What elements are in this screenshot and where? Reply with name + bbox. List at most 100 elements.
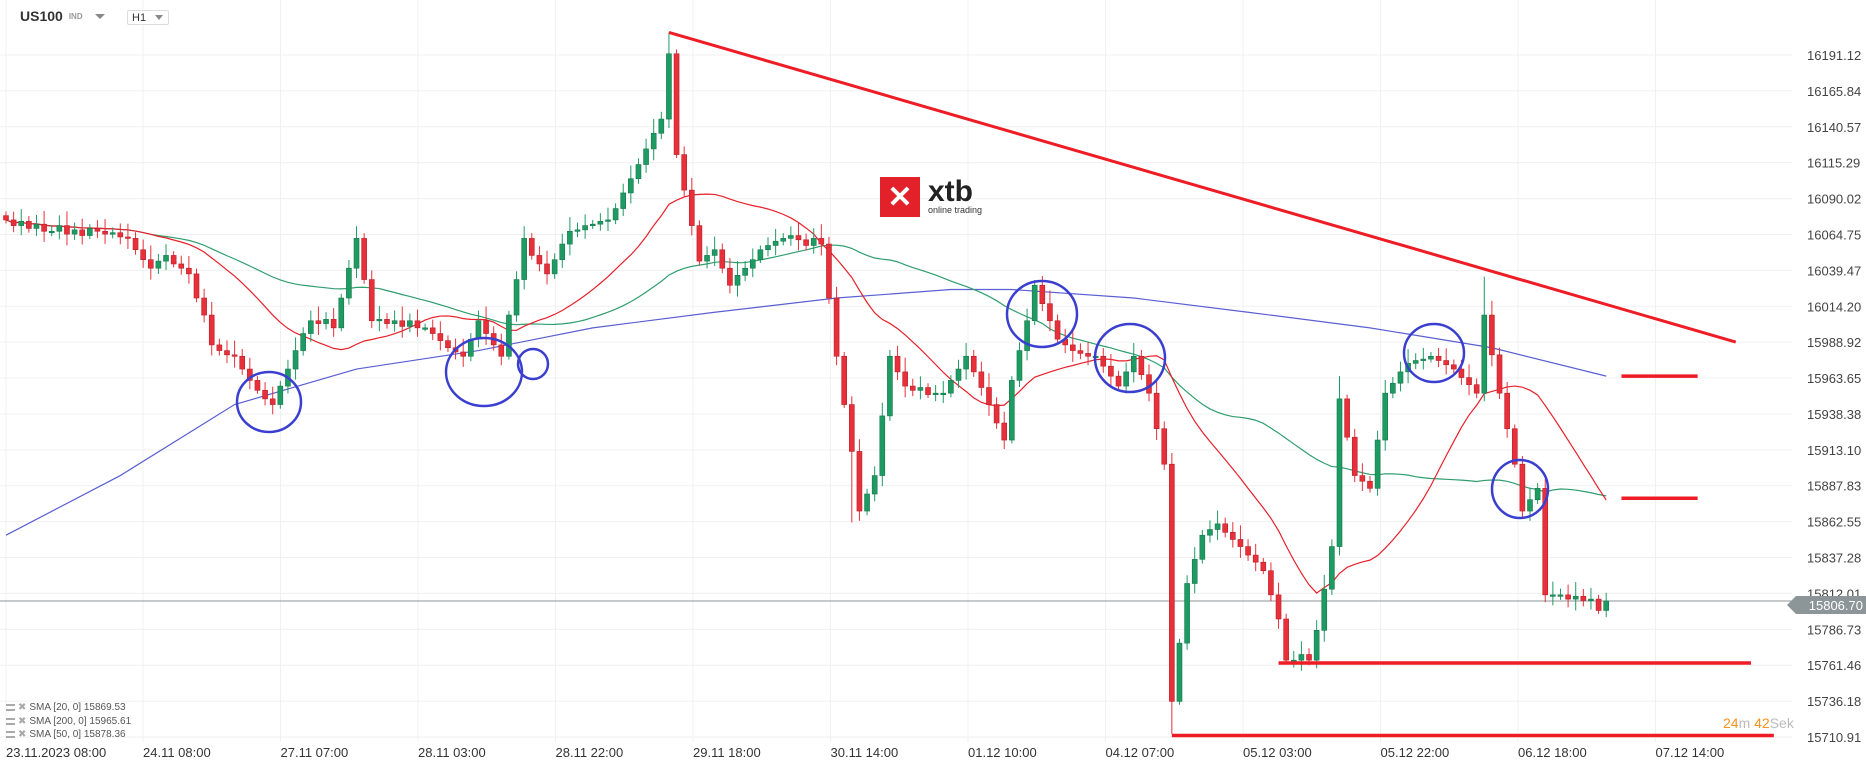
candle-body [1298, 654, 1305, 661]
candle [87, 224, 93, 239]
candle [163, 244, 169, 271]
candle-body [102, 230, 108, 235]
candle-body [757, 249, 764, 260]
drawings[interactable] [235, 31, 1774, 738]
candle-body [1199, 534, 1206, 560]
settings-icon[interactable] [6, 717, 15, 725]
candle-body [559, 243, 566, 260]
candle [1359, 463, 1366, 492]
candle [605, 207, 611, 232]
candle-body [277, 385, 284, 405]
candle-body [368, 279, 375, 322]
sma-20-line [5, 193, 1607, 594]
candle [1443, 348, 1449, 375]
candle [1595, 594, 1602, 614]
candle-body [269, 398, 276, 405]
chevron-down-icon[interactable] [94, 13, 105, 19]
candle-body [993, 404, 1000, 424]
candle [140, 239, 146, 268]
candle [513, 271, 520, 322]
candle [1199, 529, 1206, 564]
candle-body [765, 245, 771, 251]
candle-body [719, 249, 726, 269]
candle [1321, 574, 1328, 642]
candle [757, 245, 764, 264]
candle-body [856, 451, 863, 512]
candle-body [940, 392, 947, 395]
candle-body [498, 344, 505, 357]
time-axis[interactable]: 23.11.2023 08:00 24.11 08:00 27.11 07:00 28… [6, 745, 1724, 760]
close-icon[interactable]: ✖ [18, 729, 27, 740]
candle-body [1451, 364, 1457, 370]
logo-brand: xtb [928, 175, 973, 208]
candle-body [849, 404, 855, 452]
candle [468, 332, 474, 362]
candle [262, 382, 268, 406]
candle [567, 217, 573, 256]
sma-200-line [5, 288, 1607, 536]
candle-body [1153, 392, 1160, 429]
candle [1237, 525, 1244, 558]
candle [1336, 376, 1343, 556]
candle-body [407, 320, 413, 327]
time-tick-label: 23.11.2023 08:00 [6, 745, 106, 760]
candle-body [1070, 344, 1076, 351]
candle [247, 357, 253, 390]
candle-body [1268, 570, 1274, 596]
candle-body [628, 178, 634, 194]
candle-body [109, 232, 116, 235]
settings-icon[interactable] [6, 704, 15, 712]
legend-sma200[interactable]: ✖ SMA [200, 0] 15965.61 [6, 715, 131, 729]
settings-icon[interactable] [6, 731, 15, 739]
timeframe-select[interactable]: H1 [127, 10, 169, 25]
candle-body [87, 228, 93, 236]
time-tick-label: 28.11 22:00 [556, 745, 624, 760]
candle [125, 223, 131, 249]
close-icon[interactable]: ✖ [18, 702, 27, 713]
price-tick-label: 16191.12 [1807, 48, 1861, 63]
candle [33, 214, 40, 236]
symbol-selector[interactable]: US100 IND [20, 8, 105, 24]
legend-sma50[interactable]: ✖ SMA [50, 0] 15878.36 [6, 728, 131, 742]
price-tick-label: 15786.73 [1807, 622, 1861, 637]
candle [658, 111, 665, 140]
candle-body [201, 297, 207, 316]
price-axis[interactable]: 16191.12 16165.84 16140.57 16115.29 16090.02… [1807, 48, 1861, 745]
candle-body [1382, 392, 1389, 441]
candle-body [620, 192, 627, 209]
candle-body [948, 380, 954, 394]
candle-body [1039, 284, 1046, 305]
candle [384, 313, 390, 329]
candle [498, 333, 505, 366]
candle [742, 260, 748, 282]
close-icon[interactable]: ✖ [18, 715, 27, 727]
candle-body [193, 273, 200, 299]
candle [1268, 562, 1274, 602]
legend-sma20[interactable]: ✖ SMA [20, 0] 15869.53 [6, 701, 131, 715]
candle-body [567, 230, 573, 245]
candle-body [1557, 594, 1564, 597]
candle [117, 223, 124, 245]
candle [864, 488, 870, 516]
candle-body [826, 243, 832, 299]
candle-body [1321, 588, 1328, 631]
candle-body [1374, 439, 1381, 489]
candle-body [41, 223, 47, 232]
candle-body [1115, 375, 1122, 387]
candle [1473, 378, 1480, 399]
candle [422, 323, 428, 332]
candle [1565, 584, 1571, 608]
time-tick-label: 07.12 14:00 [1656, 745, 1725, 760]
candle [208, 301, 215, 356]
candle [826, 236, 832, 304]
candle-body [1230, 532, 1236, 540]
candle [1367, 475, 1373, 493]
candle-body [1595, 598, 1602, 611]
candle [1275, 582, 1282, 629]
candle-body [871, 475, 878, 495]
candle-body [1390, 382, 1396, 394]
candle-body [704, 255, 710, 262]
candle-body [307, 320, 314, 334]
candle-body [1191, 559, 1198, 584]
